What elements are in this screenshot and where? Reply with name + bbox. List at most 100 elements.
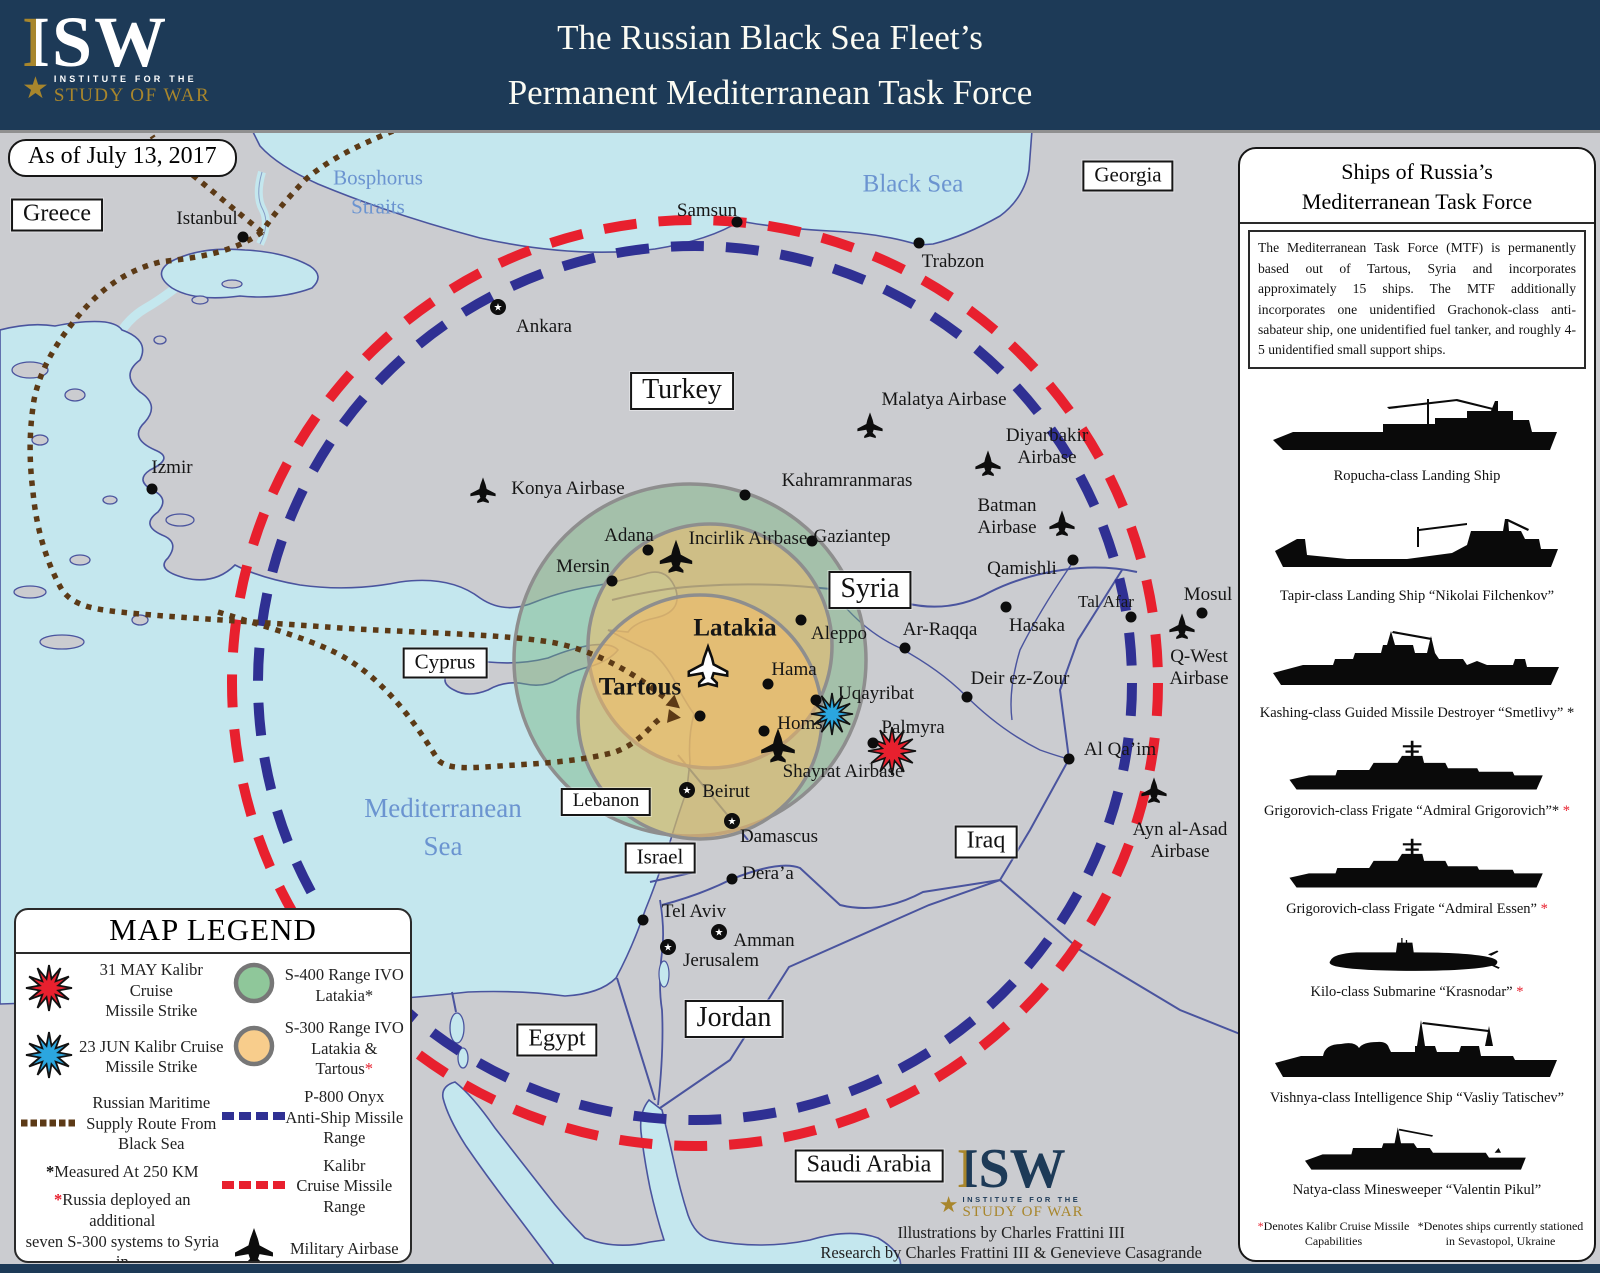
legend-label: 23 JUN Kalibr Cruise Missile Strike (79, 1036, 224, 1077)
supply-route-aegean-north (27, 229, 666, 700)
military-airbase-icon (1049, 510, 1075, 537)
legend-row-circle-orange: S-300 Range IVO Latakia & Tartous* (225, 1018, 406, 1080)
supply-route-arrowhead (667, 709, 681, 723)
capital-marker-jerusalem: ★ (660, 939, 676, 955)
city-dot-uqayribat (810, 694, 822, 706)
legend-label: Military Airbase (289, 1238, 399, 1258)
svg-text:★: ★ (664, 943, 673, 954)
ship-caption: Kilo-class Submarine “Krasnodar” * (1310, 983, 1524, 1000)
ships-panel-footnotes: *Denotes Kalibr Cruise Missile Capabilit… (1257, 1218, 1584, 1249)
city-dot-mersin (606, 575, 618, 587)
supply-route-arrowhead (665, 694, 680, 709)
legend-row-route-dotted: Russian Maritime Supply Route From Black… (20, 1093, 225, 1155)
city-dot-gaziantep (806, 535, 818, 547)
city-dot-tel-aviv (637, 914, 649, 926)
31-may-kalibr-cruise-missile-strike-icon (867, 726, 917, 776)
military-airbase-icon (975, 450, 1001, 477)
map-legend-title: MAP LEGEND (16, 910, 410, 954)
military-airbase-icon (1141, 777, 1167, 804)
star-icon: ★ (22, 71, 49, 106)
bottom-border-strip (0, 1264, 1600, 1273)
supply-route-thrace (149, 134, 264, 235)
kalibr-cruise-missile-range (227, 215, 1163, 1151)
red-strike-icon (25, 965, 73, 1012)
ship-silhouette-minesweeper (1305, 1127, 1526, 1171)
civil-airport-icon (687, 642, 729, 688)
ship-silhouette-landing1 (1273, 399, 1557, 451)
city-dot-istanbul (237, 231, 249, 243)
ship-caption: Kashing-class Guided Missile Destroyer “… (1259, 704, 1575, 721)
credits: ISW ★ INSTITUTE FOR THE STUDY OF WAR Ill… (820, 1141, 1202, 1263)
ship-item-grigorovich-class-frigate: Grigorovich-class Frigate “Admiral Essen… (1267, 837, 1567, 918)
header-bar: ISW ★ INSTITUTE FOR THE STUDY OF WAR The… (0, 0, 1600, 133)
city-dot-kahramranmaras (739, 489, 751, 501)
ships-panel-title: Ships of Russia’s Mediterranean Task For… (1240, 149, 1594, 225)
military-airbase-icon (659, 539, 693, 573)
ship-caption: Grigorovich-class Frigate “Admiral Grigo… (1263, 803, 1571, 820)
ship-silhouette-landing2 (1275, 519, 1558, 568)
supply-route-black-sea-approach (259, 128, 395, 234)
ship-item-ropucha-class-landing-ship: Ropucha-class Landing Ship (1267, 390, 1567, 485)
ships-panel: Ships of Russia’s Mediterranean Task For… (1238, 147, 1596, 1262)
as-of-date-badge: As of July 13, 2017 (8, 139, 237, 177)
city-dot-palmyra (867, 737, 879, 749)
map-legend: MAP LEGEND 31 MAY Kalibr Cruise Missile … (14, 908, 412, 1263)
city-dot-trabzon (913, 237, 925, 249)
isw-logo: ISW ★ INSTITUTE FOR THE STUDY OF WAR (22, 6, 242, 107)
credit-illustrations: Illustrations by Charles Frattini III (897, 1223, 1125, 1242)
city-dot-tal-afar (1125, 611, 1137, 623)
supply-route-sample-icon (21, 1119, 75, 1127)
ship-silhouette-destroyer (1272, 630, 1559, 685)
city-dot-ar-raqqa (899, 642, 911, 654)
legend-row-plane-black: Military Airbase (225, 1225, 406, 1261)
svg-text:★: ★ (683, 786, 692, 797)
legend-label: 31 MAY Kalibr Cruise Missile Strike (99, 960, 203, 1021)
city-dot-homs (758, 725, 770, 737)
city-dot-aleppo (795, 614, 807, 626)
ship-silhouette-submarine (1329, 937, 1500, 971)
svg-text:★: ★ (715, 928, 724, 939)
city-dot-mosul (1196, 607, 1208, 619)
ship-item-natya-class-minesweeper: Natya-class Minesweeper “Valentin Pikul” (1267, 1124, 1567, 1199)
legend-label: S-400 Range IVO Latakia* (284, 964, 404, 1005)
ship-caption: Natya-class Minesweeper “Valentin Pikul” (1292, 1182, 1542, 1199)
city-dot-tartous (694, 710, 706, 722)
ship-item-vishnya-class-intelligence-ship: Vishnya-class Intelligence Ship “Vasliy … (1267, 1018, 1567, 1107)
capital-marker-beirut: ★ (679, 782, 695, 798)
isw-logo-text: ISW (22, 2, 169, 82)
military-airbase-icon (470, 477, 496, 504)
ship-silhouette-intel (1275, 1020, 1557, 1078)
kalibr-range-sample-icon (221, 1180, 285, 1189)
ship-caption: Vishnya-class Intelligence Ship “Vasliy … (1269, 1090, 1565, 1107)
page-title: The Russian Black Sea Fleet’s Permanent … (508, 10, 1033, 121)
military-airbase-icon (1169, 613, 1195, 640)
city-dot-deraa (726, 873, 738, 885)
city-dot-qamishli (1067, 554, 1079, 566)
page-title-line1: The Russian Black Sea Fleet’s (557, 18, 983, 57)
ship-item-grigorovich-class-frigate: Grigorovich-class Frigate “Admiral Grigo… (1264, 739, 1570, 820)
ship-caption: Ropucha-class Landing Ship (1333, 468, 1501, 485)
logo-study-text: STUDY OF WAR (53, 85, 211, 106)
legend-row-circle-green: S-400 Range IVO Latakia* (225, 960, 406, 1011)
capital-marker-damascus: ★ (724, 813, 740, 829)
p800-onyx-anti-ship-missile-range (253, 241, 1137, 1125)
city-dot-adana (642, 544, 654, 556)
ship-silhouette-frigate (1289, 740, 1543, 790)
coastlines (0, 129, 1033, 1273)
ship-item-kilo-class-submarine: Kilo-class Submarine “Krasnodar” * (1267, 936, 1567, 1001)
svg-text:★: ★ (494, 303, 503, 314)
ship-item-tapir-class-landing-ship: Tapir-class Landing Ship “Nikolai Filche… (1267, 502, 1567, 605)
p800-range-sample-icon (221, 1111, 285, 1120)
legend-label: S-300 Range IVO Latakia & Tartous* (284, 1018, 404, 1079)
page-title-line2: Permanent Mediterranean Task Force (507, 73, 1033, 113)
legend-row-strike-blue: 23 JUN Kalibr Cruise Missile Strike (20, 1029, 225, 1086)
ships-panel-description: The Mediterranean Task Force (MTF) is pe… (1248, 230, 1586, 369)
ship-silhouette-frigate (1289, 839, 1543, 888)
city-dot-al-qaim (1063, 753, 1075, 765)
legend-note: *Measured At 250 KM (45, 1161, 199, 1181)
ship-item-kashing-class-guided-missile-destroyer: Kashing-class Guided Missile Destroyer “… (1259, 623, 1575, 722)
isw-logo-footer: ISW ★ INSTITUTE FOR THE STUDY OF WAR (938, 1138, 1084, 1220)
s400-range-swatch-icon (233, 962, 274, 1004)
legend-row-dash-blue: P-800 Onyx Anti-Ship Missile Range (221, 1087, 406, 1149)
